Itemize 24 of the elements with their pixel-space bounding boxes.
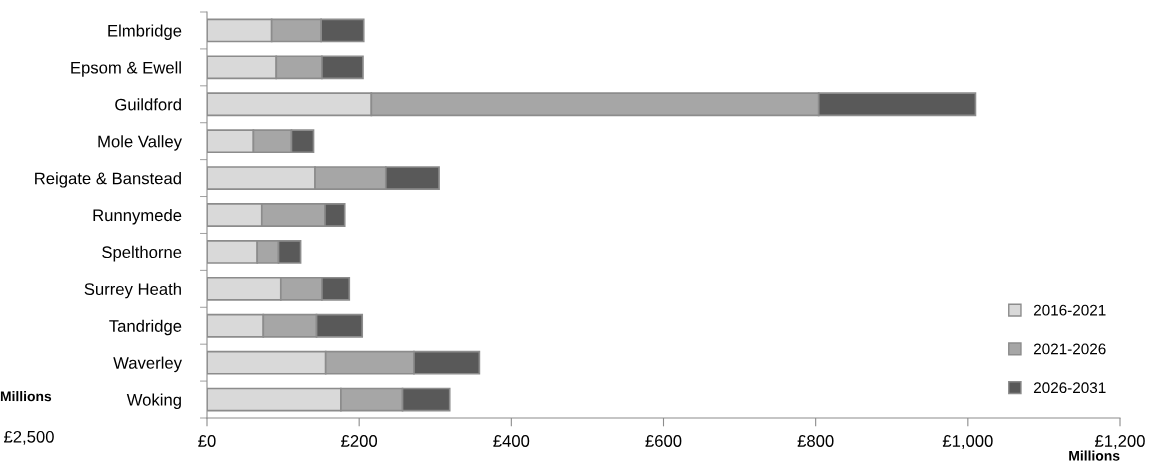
y-tick-label: Woking (126, 393, 181, 410)
y-tick-label: Mole Valley (98, 135, 182, 151)
y-tick-label: Epsom & Ewell (71, 61, 181, 77)
legend-label: 2026-2031 (1033, 382, 1106, 394)
x-tick-label: £1,200 (1094, 435, 1145, 449)
y-tick-label: Runnymede (93, 208, 182, 225)
text: £2,500 (3, 430, 54, 445)
y-tick-label: Waverley (113, 356, 182, 373)
x-axis-title: Millions (1069, 450, 1120, 461)
x-tick-label: £600 (645, 435, 682, 447)
legend-label: 2021-2026 (1033, 343, 1106, 355)
legend-label: 2016-2021 (1033, 304, 1106, 316)
y-tick-label: Tandridge (109, 319, 182, 336)
x-tick-label: £1,000 (942, 435, 993, 449)
y-tick-label: Spelthorne (102, 245, 182, 262)
x-tick-label: £200 (341, 435, 378, 447)
y-tick-label: Reigate & Banstead (35, 172, 181, 188)
x-tick-label: £400 (493, 435, 530, 447)
text: Millions (0, 391, 52, 402)
y-tick-label: Elmbridge (108, 24, 182, 40)
y-tick-label: Surrey Heath (84, 282, 181, 299)
x-tick-label: £0 (198, 435, 216, 447)
y-tick-label: Guildford (115, 98, 181, 111)
x-tick-label: £800 (797, 435, 834, 447)
